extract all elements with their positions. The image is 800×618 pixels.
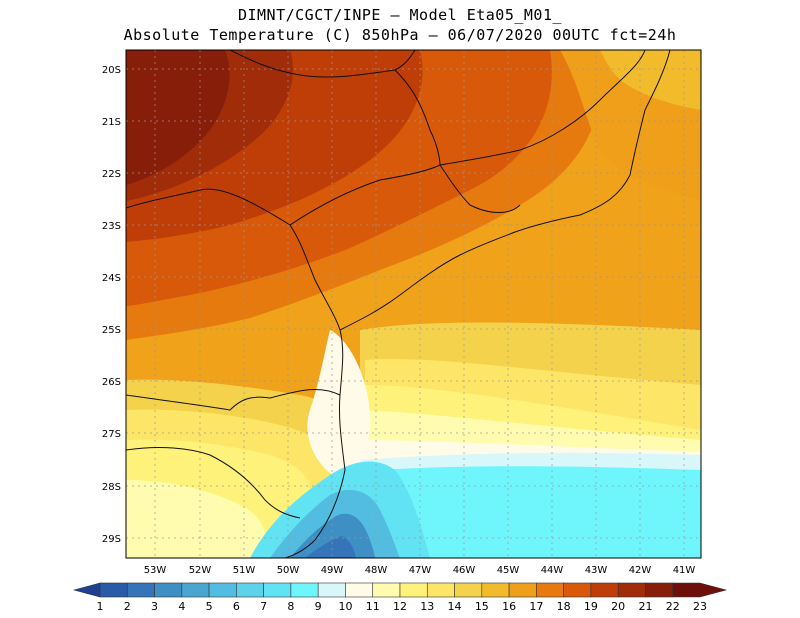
colorbar-label: 16: [502, 600, 516, 613]
latitude-labels: 20S 21S 22S 23S 24S 25S 26S 27S 28S 29S: [102, 65, 121, 545]
colorbar-swatch: [372, 582, 401, 598]
longitude-labels: 53W 52W 51W 50W 49W 48W 47W 46W 45W 44W …: [144, 565, 696, 576]
lat-label: 21S: [102, 117, 121, 128]
colorbar-swatch: [263, 582, 292, 598]
lat-label: 20S: [102, 65, 121, 76]
colorbar-swatch: [208, 582, 237, 598]
colorbar-label: 12: [393, 600, 407, 613]
lat-label: 28S: [102, 482, 121, 493]
map-frame: [125, 49, 702, 559]
lat-label: 27S: [102, 429, 121, 440]
lat-label: 26S: [102, 377, 121, 388]
colorbar-label: 21: [638, 600, 652, 613]
colorbar-swatch: [72, 582, 101, 598]
lon-label: 47W: [409, 565, 432, 576]
colorbar-swatch: [426, 582, 455, 598]
colorbar-swatch: [508, 582, 537, 598]
lon-label: 50W: [277, 565, 300, 576]
colorbar-label: 5: [206, 600, 213, 613]
colorbar-label: 15: [475, 600, 489, 613]
colorbar-label: 9: [315, 600, 322, 613]
lon-label: 53W: [144, 565, 167, 576]
lat-label: 22S: [102, 169, 121, 180]
lat-label: 24S: [102, 273, 121, 284]
colorbar-swatch: [290, 582, 319, 598]
colorbar-swatch: [154, 582, 183, 598]
colorbar-label: 18: [557, 600, 571, 613]
lon-label: 48W: [365, 565, 388, 576]
temperature-field: [126, 50, 701, 558]
colorbar-swatch: [590, 582, 619, 598]
map-title-line-1: DIMNT/CGCT/INPE — Model Eta05_M01_: [237, 6, 563, 24]
lat-label: 25S: [102, 325, 121, 336]
coastline-and-borders: [126, 50, 671, 558]
colorbar-swatch: [617, 582, 646, 598]
colorbar-swatch: [399, 582, 428, 598]
colorbar-label: 23: [693, 600, 707, 613]
colorbar-swatch: [99, 582, 128, 598]
colorbar-swatch: [481, 582, 510, 598]
lon-label: 41W: [673, 565, 696, 576]
colorbar-swatch: [536, 582, 564, 598]
colorbar-swatch: [454, 582, 483, 598]
lon-label: 49W: [321, 565, 344, 576]
colorbar-swatch: [317, 582, 346, 598]
colorbar-swatch: [236, 582, 264, 598]
colorbar-swatch: [181, 582, 210, 598]
colorbar-label: 11: [366, 600, 380, 613]
colorbar-swatch: [345, 582, 374, 598]
lon-label: 51W: [233, 565, 256, 576]
lon-label: 43W: [585, 565, 608, 576]
lat-label: 29S: [102, 534, 121, 545]
lon-label: 52W: [189, 565, 212, 576]
colorbar-label: 19: [584, 600, 598, 613]
colorbar-label: 3: [151, 600, 158, 613]
colorbar-label: 7: [260, 600, 267, 613]
colorbar-swatch: [645, 582, 674, 598]
colorbar-label: 8: [287, 600, 294, 613]
grid: [126, 50, 701, 558]
map-title-line-2: Absolute Temperature (C) 850hPa — 06/07/…: [123, 26, 677, 44]
colorbar-label: 17: [529, 600, 543, 613]
colorbar-label: 13: [420, 600, 434, 613]
colorbar-label: 6: [233, 600, 240, 613]
lon-label: 45W: [497, 565, 520, 576]
lon-label: 44W: [541, 565, 564, 576]
colorbar-swatch: [126, 582, 155, 598]
colorbar-label: 2: [124, 600, 131, 613]
colorbar-label: 10: [338, 600, 352, 613]
lat-label: 23S: [102, 221, 121, 232]
colorbar-label: 1: [97, 600, 104, 613]
colorbar-label: 22: [666, 600, 680, 613]
colorbar-swatch: [563, 582, 592, 598]
colorbar: 1 2 3 4 5 6 7 8 9 10 11 12 13 14 15 16 17 18 19 20 21 22 23: [72, 582, 728, 613]
colorbar-label: 20: [611, 600, 625, 613]
colorbar-label: 14: [448, 600, 462, 613]
colorbar-swatch: [672, 582, 728, 598]
lon-label: 46W: [453, 565, 476, 576]
lon-label: 42W: [629, 565, 652, 576]
colorbar-label: 4: [178, 600, 185, 613]
